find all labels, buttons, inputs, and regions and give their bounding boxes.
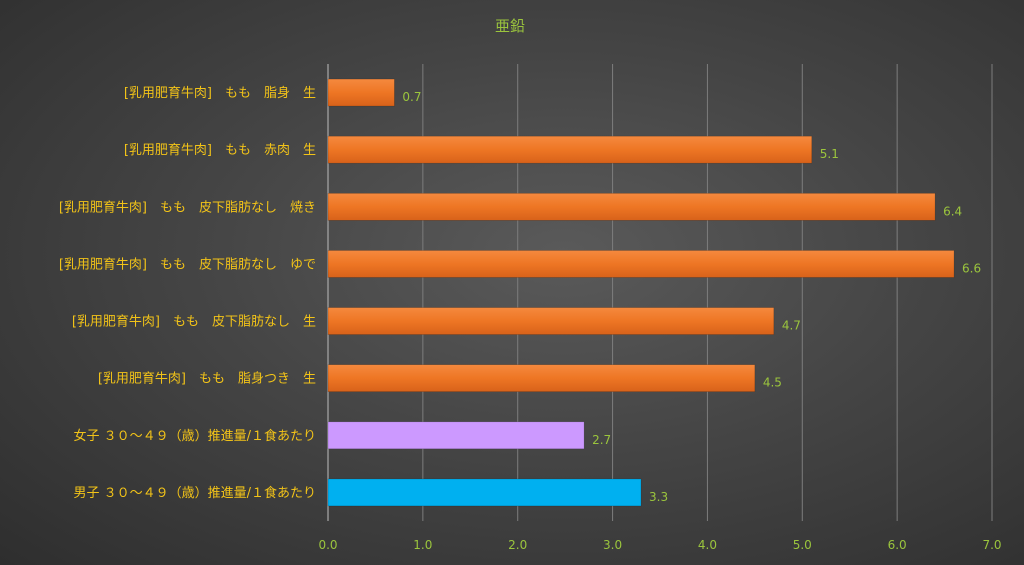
x-tick-label: 6.0 [888, 538, 907, 552]
category-label: 男子 ３０～４９（歳）推進量/１食あたり [73, 485, 316, 501]
category-label: [乳用肥育牛肉] もも 皮下脂肪なし 生 [72, 314, 316, 330]
x-tick-label: 3.0 [603, 538, 622, 552]
category-label: [乳用肥育牛肉] もも 脂身つき 生 [98, 371, 316, 387]
category-label: [乳用肥育牛肉] もも 皮下脂肪なし 焼き [59, 199, 316, 215]
bars [327, 78, 955, 507]
data-label: 3.3 [649, 490, 668, 504]
category-label: [乳用肥育牛肉] もも 赤肉 生 [124, 142, 316, 158]
x-tick-label: 2.0 [508, 538, 527, 552]
bar [327, 364, 756, 392]
x-tick-labels: 0.0 1.0 2.0 3.0 4.0 5.0 6.0 7.0 [318, 538, 1001, 552]
category-label: [乳用肥育牛肉] もも 脂身 生 [124, 85, 316, 101]
data-label: 4.5 [763, 376, 782, 390]
bar [327, 250, 955, 278]
data-label: 6.6 [962, 261, 981, 275]
category-label: [乳用肥育牛肉] もも 皮下脂肪なし ゆで [59, 256, 316, 272]
category-label: 女子 ３０～４９（歳）推進量/１食あたり [73, 428, 316, 444]
x-tick-label: 7.0 [982, 538, 1001, 552]
category-labels: [乳用肥育牛肉] もも 脂身 生 [乳用肥育牛肉] もも 赤肉 生 [乳用肥育牛肉]… [59, 85, 316, 501]
bar [327, 478, 642, 507]
data-label: 5.1 [820, 147, 839, 161]
bar [327, 193, 936, 221]
gridlines [327, 64, 993, 521]
x-tick-label: 0.0 [318, 538, 337, 552]
x-tick-label: 4.0 [698, 538, 717, 552]
x-tick-label: 1.0 [413, 538, 432, 552]
x-tick-label: 5.0 [793, 538, 812, 552]
data-label: 2.7 [592, 433, 611, 447]
bar [327, 307, 775, 335]
bar [327, 135, 813, 164]
bar [327, 421, 585, 450]
data-labels: 0.7 5.1 6.4 6.6 4.7 4.5 2.7 3.3 [402, 90, 981, 504]
chart-title: 亜鉛 [495, 17, 525, 35]
data-label: 4.7 [782, 319, 801, 333]
data-label: 6.4 [943, 204, 962, 218]
data-label: 0.7 [402, 90, 421, 104]
bar [327, 78, 395, 107]
